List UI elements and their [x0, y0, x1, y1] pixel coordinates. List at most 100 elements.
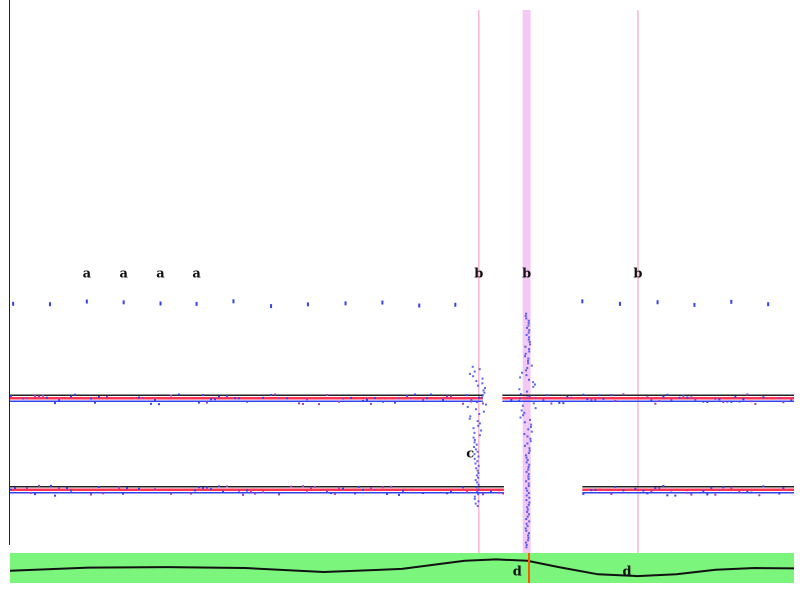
track-0-pt [26, 397, 28, 399]
sparse-point-row [12, 299, 769, 308]
track-1-pt [154, 488, 156, 490]
track-1-pt [358, 486, 360, 488]
track-0-pt [650, 400, 652, 402]
track-1-pt [98, 486, 100, 488]
track-1-pt [670, 489, 672, 491]
track-1-pt [34, 493, 36, 495]
spread-1-pt [477, 455, 479, 457]
annotation-label-b: b [633, 266, 642, 281]
track-0-pt [366, 399, 368, 401]
spread-2-pt [528, 497, 530, 499]
track-1-pt [326, 490, 328, 492]
track-1-pt [226, 485, 228, 487]
track-1-pt [70, 490, 72, 492]
track-1-pt [14, 487, 16, 489]
track-0-pt [450, 396, 452, 398]
track-0-pt [762, 396, 764, 398]
spread-1-pt [469, 373, 471, 375]
track-0-pt [510, 399, 512, 401]
track-0-pt [234, 397, 236, 399]
sparse-point-9 [345, 301, 347, 305]
track-0-pt [526, 397, 528, 399]
track-1-pt [594, 489, 596, 491]
track-0-pt [750, 400, 752, 402]
track-0-pt [34, 395, 36, 397]
spread-1-pt [479, 434, 481, 436]
sparse-point-14 [619, 302, 621, 306]
track-0-pt [142, 397, 144, 399]
spread-1-pt [469, 415, 471, 417]
track-1-pt [674, 495, 676, 497]
track-1-pt [686, 492, 688, 494]
track-1-pt [306, 491, 308, 493]
track-0-pt [670, 399, 672, 401]
spread-2-pt [528, 339, 530, 341]
track-1-pt [690, 494, 692, 496]
annotation-label-c: c [466, 446, 474, 461]
track-1-pt [126, 487, 128, 489]
spread-2-pt [528, 464, 530, 466]
spread-1-pt [483, 392, 485, 394]
spread-1-pt [484, 387, 486, 389]
track-1-pt [198, 486, 200, 488]
track-1-pt [222, 491, 224, 493]
track-0-pt [414, 394, 416, 396]
spread-1-pt [474, 441, 476, 443]
spread-2-pt [528, 513, 530, 515]
track-0-pt [150, 403, 152, 405]
track-0-pt [442, 399, 444, 401]
spread-2-pt [532, 386, 534, 388]
spread-2-pt [527, 459, 529, 461]
track-0-pt [446, 396, 448, 398]
spread-1-pt [479, 368, 481, 370]
track-1-pt [622, 489, 624, 491]
spread-2-pt [526, 367, 528, 369]
spread-2-pt [530, 440, 532, 442]
spread-1-pt [477, 420, 479, 422]
spread-1-pt [482, 378, 484, 380]
track-0-pt [598, 394, 600, 396]
track-0-pt [298, 402, 300, 404]
spread-1-pt [474, 498, 476, 500]
track-0-pt [210, 398, 212, 400]
track-1-pt [190, 493, 192, 495]
spread-2-pt [528, 492, 530, 494]
track-0-pt [286, 397, 288, 399]
track-1-pt [654, 487, 656, 489]
track-1-pt [462, 486, 464, 488]
spread-1-pt [476, 481, 478, 483]
annotation-labels: a a a a b b bcd d [83, 266, 643, 579]
spread-1-pt [473, 427, 475, 429]
spread-2-pt [526, 461, 528, 463]
track-0-pt [170, 395, 172, 397]
track-1-pt [706, 493, 708, 495]
spread-2-pt [531, 365, 533, 367]
marker-bands [479, 10, 638, 553]
spread-2-pt [525, 369, 527, 371]
track-0-pt [10, 395, 12, 397]
spread-2-pt [526, 391, 528, 393]
spread-2-pt [525, 315, 527, 317]
track-1-pt [634, 488, 636, 490]
track-1-pt [26, 487, 28, 489]
track-1-pt [354, 492, 356, 494]
sparse-point-17 [730, 300, 732, 304]
spread-2-pt [524, 421, 526, 423]
sparse-point-11 [418, 304, 420, 308]
track-0-pt [678, 397, 680, 399]
spread-2-pt [525, 313, 527, 315]
spread-1-pt [474, 496, 476, 498]
track-0-pt [318, 403, 320, 405]
spread-2-pt [520, 393, 522, 395]
track-1-pt [446, 492, 448, 494]
track-1-pt [122, 493, 124, 495]
track-0-pt [238, 397, 240, 399]
spread-1-pt [477, 451, 479, 453]
track-1-pt [702, 490, 704, 492]
track-1-pt [330, 492, 332, 494]
spread-2-pt [528, 478, 530, 480]
spread-2-pt [524, 445, 526, 447]
track-0-pt [422, 399, 424, 401]
track-0-pt [90, 398, 92, 400]
track-1-pt [194, 489, 196, 491]
